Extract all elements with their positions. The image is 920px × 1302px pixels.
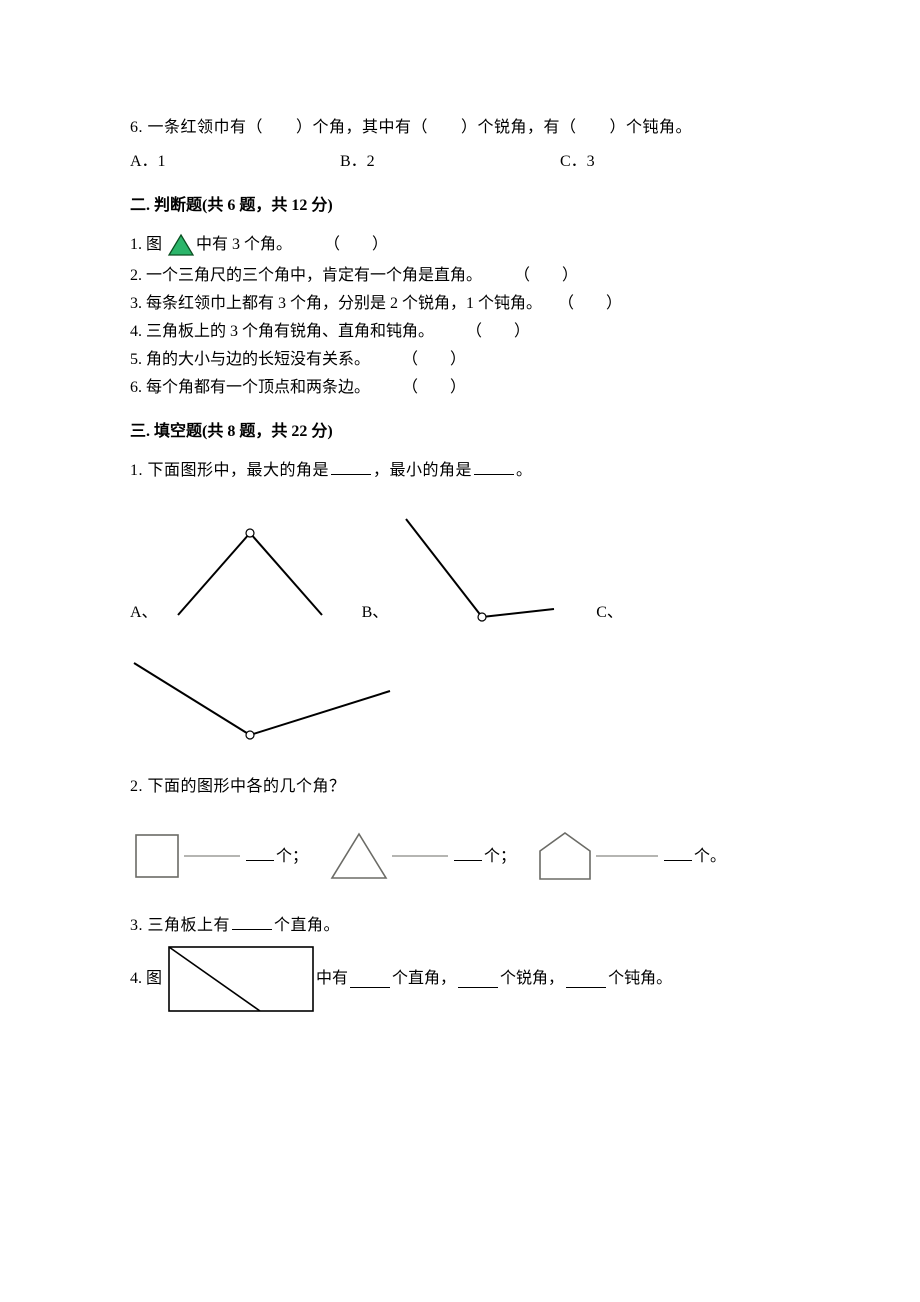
fill-q4-pre: 4. 图	[130, 967, 162, 991]
suffix: 个。	[694, 848, 726, 865]
shape-count-text: 个；	[452, 844, 516, 869]
judge-q6: 6. 每个角都有一个顶点和两条边。 （ ）	[130, 376, 790, 400]
pentagon-icon	[534, 827, 596, 885]
fill-q4: 4. 图 中有 个直角， 个锐角， 个钝角。	[130, 944, 790, 1014]
fill-q3: 3. 三角板上有 个直角。	[130, 913, 790, 938]
triangle-icon	[166, 232, 196, 258]
blank	[246, 844, 274, 861]
fill-q2: 2. 下面的图形中各的几个角？	[130, 775, 790, 799]
fill-q3-post: 个直角。	[274, 917, 340, 934]
judge-q1-post: 中有 3 个角。 （ ）	[196, 233, 388, 257]
leader-line-icon	[596, 850, 658, 862]
angle-c-figure	[130, 639, 400, 751]
section-3-heading: 三. 填空题(共 8 题，共 22 分)	[130, 420, 790, 444]
angles-figures: A、 B、 C、	[130, 513, 790, 751]
shape-triangle-item: 个；	[326, 828, 516, 884]
angle-a-figure	[172, 515, 328, 625]
blank	[350, 971, 390, 988]
blank	[331, 458, 371, 475]
blank	[474, 458, 514, 475]
triangle-outline-icon	[326, 828, 392, 884]
fill-q4-mid1: 中有	[316, 967, 348, 991]
option-c: C．3	[560, 150, 680, 174]
shape-count-text: 个。	[662, 844, 726, 869]
fill-q4-post: 个钝角。	[608, 967, 672, 991]
fill-q3-pre: 3. 三角板上有	[130, 917, 230, 934]
angle-label-a: A、	[130, 601, 158, 625]
fill-q1-pre: 1. 下面图形中，最大的角是	[130, 462, 329, 479]
judge-q1: 1. 图 中有 3 个角。 （ ）	[130, 232, 790, 258]
judge-q3: 3. 每条红领巾上都有 3 个角，分别是 2 个锐角，1 个钝角。 （ ）	[130, 292, 790, 316]
fill-q1: 1. 下面图形中，最大的角是 ，最小的角是 。	[130, 458, 790, 483]
page: 6. 一条红领巾有（ ）个角，其中有（ ）个锐角，有（ ）个钝角。 A．1 B．…	[0, 0, 920, 1302]
shape-count-text: 个；	[244, 844, 308, 869]
fill-q1-post: 。	[516, 462, 533, 479]
angle-label-b: B、	[362, 601, 389, 625]
section-2-heading: 二. 判断题(共 6 题，共 12 分)	[130, 194, 790, 218]
leader-line-icon	[184, 850, 240, 862]
blank	[458, 971, 498, 988]
suffix: 个；	[484, 848, 516, 865]
mc-options-row: A．1 B．2 C．3	[130, 150, 790, 174]
mc-question-6: 6. 一条红领巾有（ ）个角，其中有（ ）个锐角，有（ ）个钝角。	[130, 116, 790, 140]
blank	[566, 971, 606, 988]
option-b: B．2	[340, 150, 560, 174]
fill-q4-mid3: 个锐角，	[500, 967, 564, 991]
option-a: A．1	[130, 150, 340, 174]
judge-q5: 5. 角的大小与边的长短没有关系。 （ ）	[130, 348, 790, 372]
shape-square-item: 个；	[130, 829, 308, 883]
angle-b-figure	[402, 513, 562, 625]
leader-line-icon	[392, 850, 448, 862]
judge-q2: 2. 一个三角尺的三个角中，肯定有一个角是直角。 （ ）	[130, 264, 790, 288]
suffix: 个；	[276, 848, 308, 865]
judge-q1-pre: 1. 图	[130, 233, 162, 257]
fill-q1-mid: ，最小的角是	[373, 462, 472, 479]
shape-pentagon-item: 个。	[534, 827, 726, 885]
shapes-row: 个； 个； 个。	[130, 827, 790, 885]
blank	[454, 844, 482, 861]
angle-label-c: C、	[596, 601, 623, 625]
judge-q4: 4. 三角板上的 3 个角有锐角、直角和钝角。 （ ）	[130, 320, 790, 344]
blank	[664, 844, 692, 861]
rect-diagonal-icon	[166, 944, 316, 1014]
fill-q4-mid2: 个直角，	[392, 967, 456, 991]
blank	[232, 913, 272, 930]
square-icon	[130, 829, 184, 883]
